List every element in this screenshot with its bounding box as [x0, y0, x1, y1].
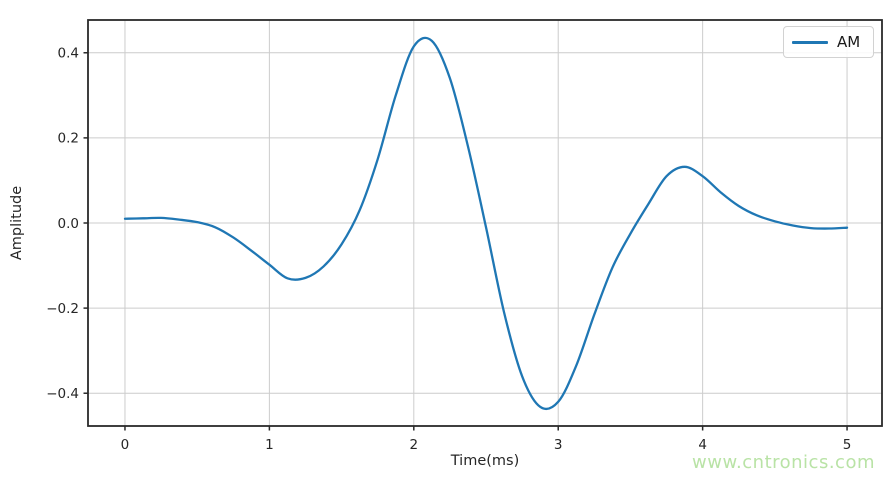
y-axis-label: Amplitude	[9, 185, 25, 261]
y-tick-label-−0.4: −0.4	[46, 386, 79, 402]
legend-line-swatch	[792, 40, 828, 44]
plot-border	[87, 19, 883, 427]
x-tick-label-2: 2	[410, 437, 419, 453]
x-tick-label-4: 4	[698, 437, 707, 453]
x-tick-label-0: 0	[121, 437, 130, 453]
x-axis-label: Time(ms)	[450, 453, 520, 469]
y-tick-label-−0.2: −0.2	[46, 301, 79, 317]
x-tick-label-3: 3	[554, 437, 563, 453]
watermark: www.cntronics.com	[692, 452, 875, 473]
x-tick-label-1: 1	[265, 437, 274, 453]
am-curve	[123, 36, 849, 411]
x-tick-label-5: 5	[843, 437, 852, 453]
y-tick-label-0.0: 0.0	[58, 216, 79, 232]
legend: AM	[783, 26, 874, 58]
y-tick-label-0.4: 0.4	[58, 46, 79, 62]
y-tick-label-0.2: 0.2	[58, 131, 79, 147]
legend-label: AM	[837, 33, 861, 51]
